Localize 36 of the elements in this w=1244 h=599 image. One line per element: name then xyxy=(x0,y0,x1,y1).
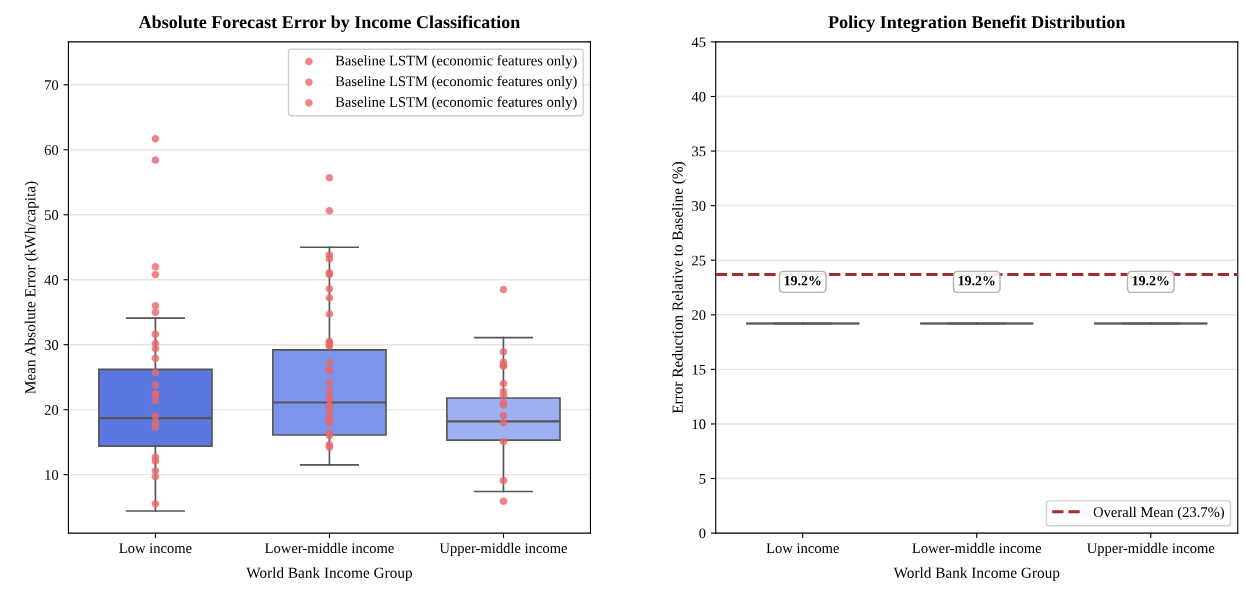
y-tick-label: 30 xyxy=(692,201,706,211)
y-tick-label: 40 xyxy=(691,91,706,102)
x-tick-label: Upper-middle income xyxy=(1087,542,1215,557)
y-tick-label: 45 xyxy=(691,37,706,48)
y-tick-label: 20 xyxy=(44,405,59,415)
x-axis-title: World Bank Income Group xyxy=(246,567,413,582)
legend-label: Overall Mean (23.7%) xyxy=(1093,506,1225,520)
x-tick-label: Lower-middle income xyxy=(265,542,394,554)
legend-label: Baseline LSTM (economic features only) xyxy=(335,55,577,69)
y-axis-title: Error Reduction Relative to Baseline (%) xyxy=(672,161,686,414)
y-tick-label: 30 xyxy=(44,340,59,350)
y-tick-label: 10 xyxy=(692,419,706,430)
y-tick-label: 20 xyxy=(692,310,706,321)
x-tick-label: Lower-middle income xyxy=(912,542,1042,554)
y-tick-label: 0 xyxy=(699,528,706,539)
legend-label: Baseline LSTM (economic features only) xyxy=(335,75,577,90)
y-tick-label: 50 xyxy=(44,210,59,220)
annotation: 19.2% xyxy=(1132,275,1169,286)
chart-title: Absolute Forecast Error by Income Classification xyxy=(138,15,520,32)
y-tick-label: 60 xyxy=(44,145,59,155)
annotation: 19.2% xyxy=(784,275,821,286)
y-tick-label: 35 xyxy=(692,146,706,157)
y-tick-label: 15 xyxy=(692,364,706,375)
annotation: 19.2% xyxy=(958,275,995,286)
y-tick-label: 10 xyxy=(45,470,59,480)
x-tick-label: Upper-middle income xyxy=(439,542,567,557)
x-tick-label: Low income xyxy=(766,543,839,554)
x-axis-title: World Bank Income Group xyxy=(893,567,1060,582)
legend-label: Baseline LSTM (economic features only) xyxy=(335,96,577,110)
y-tick-label: 25 xyxy=(692,255,706,266)
y-tick-label: 5 xyxy=(699,474,706,484)
y-axis-title: Mean Absolute Error (kWh/capita) xyxy=(24,181,39,394)
y-tick-label: 40 xyxy=(44,275,59,285)
y-tick-label: 70 xyxy=(45,80,59,91)
chart-title: Policy Integration Benefit Distribution xyxy=(828,15,1126,33)
x-tick-label: Low income xyxy=(119,543,192,554)
